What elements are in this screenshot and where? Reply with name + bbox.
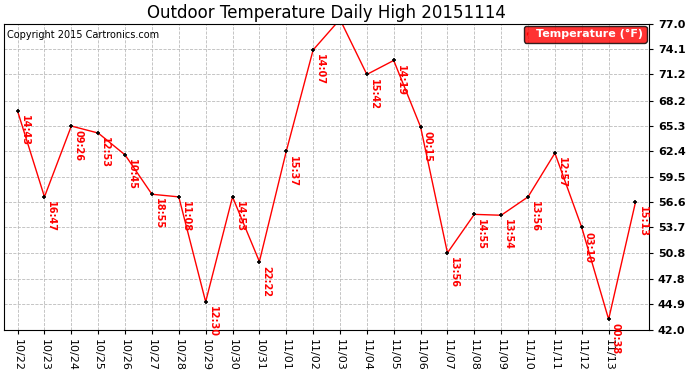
Point (362, 72, 373, 78)
Point (442, 250, 453, 256)
Text: 00:38: 00:38 (611, 324, 620, 355)
Text: 12:53: 12:53 (100, 137, 110, 168)
Point (146, 191, 157, 197)
Point (335, 16, 346, 22)
Text: 18:55: 18:55 (154, 198, 164, 230)
Point (173, 194, 184, 200)
Point (603, 316, 614, 322)
Point (549, 150, 560, 156)
Text: 15:42: 15:42 (368, 79, 379, 110)
Text: 15:37: 15:37 (288, 156, 298, 187)
Text: 03:10: 03:10 (584, 232, 593, 262)
Point (630, 199, 641, 205)
Text: 15:13: 15:13 (638, 206, 647, 237)
Text: 14:53: 14:53 (235, 201, 244, 232)
Text: 10:45: 10:45 (127, 159, 137, 190)
Point (12, 108, 23, 114)
Text: 14:07: 14:07 (315, 54, 325, 85)
Point (92, 130, 104, 136)
Point (200, 299, 211, 305)
Text: 00:15: 00:15 (422, 131, 433, 162)
Point (495, 212, 506, 218)
Point (388, 57, 400, 63)
Point (469, 211, 480, 217)
Point (254, 259, 265, 265)
Title: Outdoor Temperature Daily High 20151114: Outdoor Temperature Daily High 20151114 (147, 4, 506, 22)
Point (576, 225, 587, 231)
Point (281, 148, 292, 154)
Point (415, 124, 426, 130)
Text: 14:43: 14:43 (19, 116, 30, 146)
Point (522, 194, 533, 200)
Text: 16:47: 16:47 (46, 201, 57, 232)
Text: 14:55: 14:55 (476, 219, 486, 249)
Text: Copyright 2015 Cartronics.com: Copyright 2015 Cartronics.com (8, 30, 159, 40)
Text: 13:56: 13:56 (530, 201, 540, 232)
Point (308, 47, 319, 53)
Text: 13:54: 13:54 (503, 219, 513, 251)
Text: 14:19: 14:19 (395, 64, 406, 96)
Point (227, 194, 238, 200)
Text: 13:44: 13:44 (0, 374, 1, 375)
Point (119, 152, 130, 158)
Legend: Temperature (°F): Temperature (°F) (524, 26, 647, 43)
Point (39, 194, 50, 200)
Point (66, 123, 77, 129)
Text: 11:08: 11:08 (181, 201, 190, 232)
Text: 09:26: 09:26 (73, 130, 83, 161)
Text: 22:22: 22:22 (262, 266, 271, 297)
Text: 12:30: 12:30 (208, 306, 217, 337)
Text: 13:56: 13:56 (449, 257, 460, 288)
Text: 12:57: 12:57 (557, 158, 567, 188)
